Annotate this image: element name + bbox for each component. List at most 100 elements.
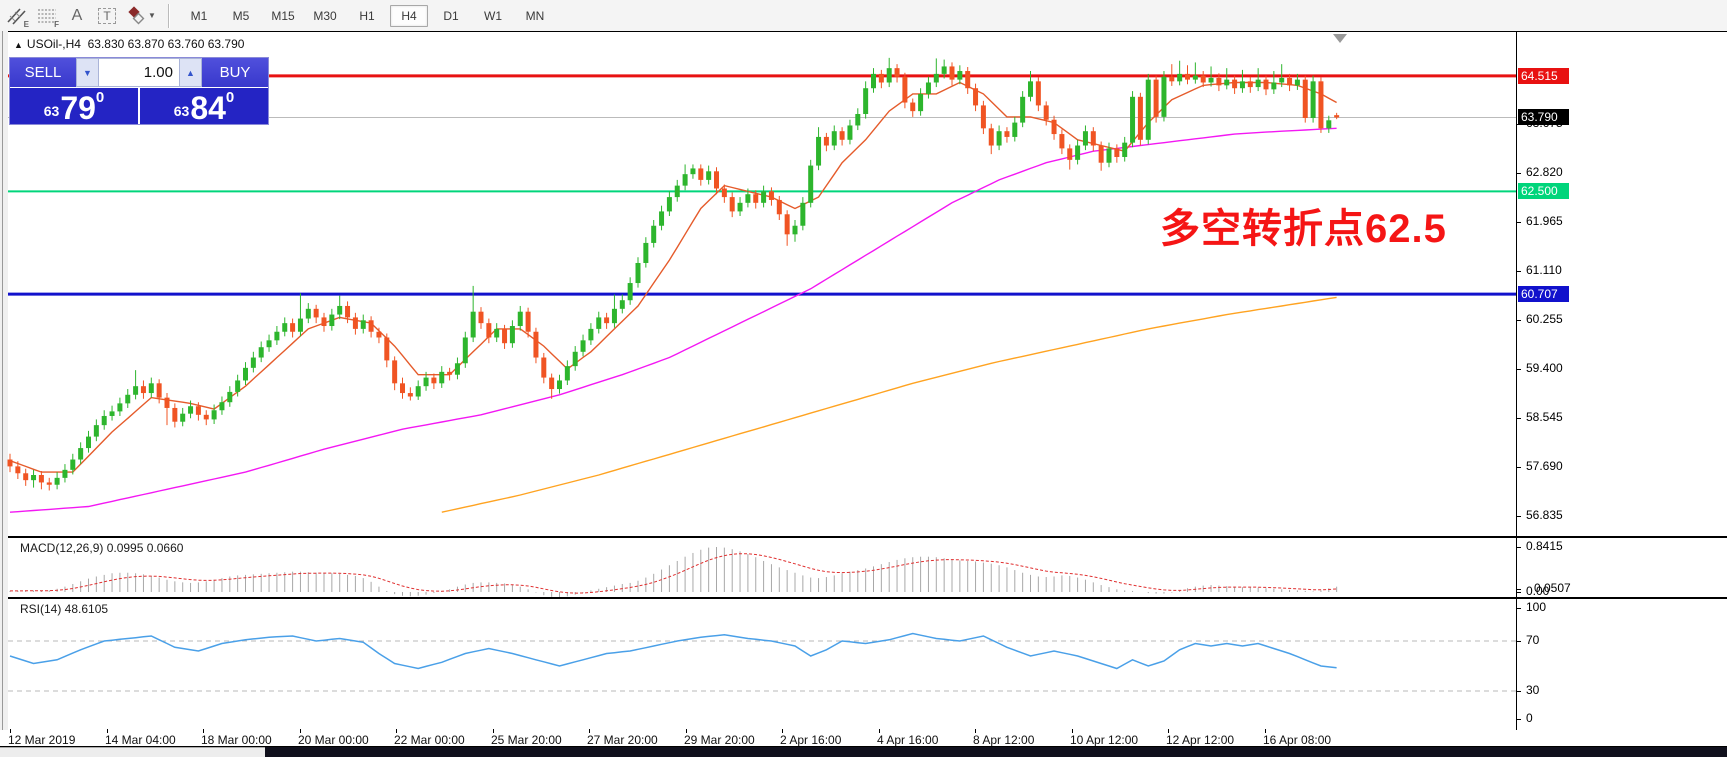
price-axis[interactable]: 63.67562.82061.96561.11060.25559.40058.5… bbox=[1516, 31, 1727, 537]
window-bottom-border bbox=[0, 746, 1727, 747]
equidistant-channel-icon[interactable]: E bbox=[4, 4, 30, 29]
buy-price-box[interactable]: 63 84 0 bbox=[140, 88, 268, 124]
scroll-to-end-marker-icon[interactable] bbox=[1333, 34, 1347, 43]
candle-up bbox=[93, 425, 99, 437]
candle-up bbox=[54, 477, 60, 485]
candle-down bbox=[345, 305, 351, 318]
candle-down bbox=[1334, 115, 1340, 118]
sell-price-box[interactable]: 63 79 0 bbox=[10, 88, 138, 124]
candle-down bbox=[784, 214, 790, 235]
macd-axis[interactable]: 0.8415 0.00 0.0507 bbox=[1516, 536, 1727, 599]
timeframe-button-m15[interactable]: M15 bbox=[271, 8, 295, 23]
price-axis-label: 61.110 bbox=[1526, 263, 1562, 277]
timeframe-button-h1[interactable]: H1 bbox=[359, 8, 375, 23]
candle-down bbox=[1067, 148, 1073, 160]
candle-up bbox=[423, 377, 429, 387]
candle-up bbox=[219, 402, 225, 411]
price-axis-label: 56.835 bbox=[1526, 508, 1563, 522]
time-axis-tick bbox=[107, 729, 108, 733]
volume-increase-button[interactable]: ▲ bbox=[179, 58, 202, 87]
time-axis-tick bbox=[1265, 729, 1266, 733]
triangle-up-icon: ▲ bbox=[14, 40, 23, 50]
timeframe-button-h4[interactable]: H4 bbox=[390, 4, 428, 27]
candle-down bbox=[902, 76, 908, 103]
timeframe-button-m1[interactable]: M1 bbox=[190, 8, 208, 23]
candle-down bbox=[478, 311, 484, 324]
candle-down bbox=[714, 171, 719, 189]
candle-down bbox=[400, 383, 405, 394]
candle-up bbox=[1012, 122, 1018, 137]
candle-up bbox=[101, 415, 107, 426]
time-axis-label: 20 Mar 00:00 bbox=[298, 733, 369, 747]
candle-up bbox=[1075, 145, 1081, 160]
sell-button[interactable]: SELL bbox=[10, 58, 76, 87]
candle-up bbox=[792, 225, 798, 235]
candle-down bbox=[910, 102, 916, 112]
candle-down bbox=[502, 328, 508, 344]
timeframe-button-m5[interactable]: M5 bbox=[232, 8, 250, 23]
candle-down bbox=[1051, 119, 1057, 135]
candle-down bbox=[768, 191, 774, 200]
candle-up bbox=[1028, 81, 1033, 97]
candle-up bbox=[957, 71, 963, 80]
candle-up bbox=[886, 68, 892, 83]
ma-fast-line bbox=[9, 81, 1337, 473]
candle-down bbox=[172, 407, 178, 422]
toolbar-separator bbox=[168, 3, 170, 28]
candle-up bbox=[70, 459, 76, 470]
candle-up bbox=[666, 197, 672, 212]
volume-input[interactable]: 1.00 bbox=[99, 58, 179, 87]
timeframe-button-mn[interactable]: MN bbox=[525, 8, 545, 23]
text-label-icon[interactable]: A bbox=[71, 6, 83, 24]
candle-down bbox=[1200, 75, 1206, 83]
time-axis-tick bbox=[589, 729, 590, 733]
candle-up bbox=[674, 185, 680, 198]
candle-up bbox=[682, 174, 688, 186]
price-axis-label: 62.820 bbox=[1526, 165, 1563, 179]
candle-down bbox=[839, 131, 845, 140]
time-axis[interactable]: 12 Mar 2019 14 Mar 04:00 18 Mar 00:00 20 Ma… bbox=[0, 729, 1727, 747]
rsi-axis[interactable]: 100 70 30 0 bbox=[1516, 597, 1727, 732]
price-axis-tick bbox=[1517, 467, 1521, 468]
timeframe-button-d1[interactable]: D1 bbox=[443, 8, 459, 23]
timeframe-button-w1[interactable]: W1 bbox=[484, 8, 502, 23]
rsi-axis-tick bbox=[1517, 641, 1521, 642]
price-axis-label: 59.400 bbox=[1526, 361, 1563, 375]
candle-up bbox=[1192, 75, 1198, 80]
candle-up bbox=[258, 347, 264, 358]
candle-up bbox=[1130, 96, 1136, 143]
candle-up bbox=[745, 194, 751, 203]
fibonacci-grid-icon[interactable]: F bbox=[34, 4, 60, 29]
candle-up bbox=[871, 73, 876, 89]
candle-up bbox=[831, 131, 837, 146]
shapes-icon[interactable]: ▼ bbox=[124, 4, 158, 28]
buy-price-big: 84 bbox=[190, 90, 226, 126]
macd-pane[interactable]: MACD(12,26,9) 0.0995 0.0660 bbox=[8, 536, 1516, 599]
candle-down bbox=[1263, 79, 1269, 90]
time-axis-tick bbox=[493, 729, 494, 733]
candle-down bbox=[776, 199, 782, 215]
buy-button[interactable]: BUY bbox=[202, 58, 268, 87]
time-axis-tick bbox=[203, 729, 204, 733]
candle-up bbox=[1082, 131, 1088, 146]
volume-decrease-button[interactable]: ▼ bbox=[76, 58, 99, 87]
candle-up bbox=[1239, 81, 1245, 89]
icon-sub-label: E bbox=[23, 19, 29, 29]
time-axis-label: 18 Mar 00:00 bbox=[201, 733, 272, 747]
candle-down bbox=[525, 311, 531, 332]
time-axis-label: 16 Apr 08:00 bbox=[1263, 733, 1332, 747]
candle-up bbox=[1106, 148, 1112, 163]
toolbar: E F A T ▼ M1 M5 M15 M30 H1 H4 D1 W1 MN bbox=[0, 0, 1727, 32]
time-axis-label: 25 Mar 20:00 bbox=[491, 733, 562, 747]
candle-down bbox=[38, 474, 44, 483]
chart-annotation-text[interactable]: 多空转折点62.5 bbox=[1160, 207, 1447, 251]
candle-up bbox=[329, 314, 335, 327]
candle-up bbox=[611, 308, 617, 324]
rsi-pane[interactable]: RSI(14) 48.6105 bbox=[8, 597, 1516, 732]
candle-down bbox=[486, 323, 492, 338]
candle-up bbox=[297, 318, 303, 332]
timeframe-button-m30[interactable]: M30 bbox=[313, 8, 337, 23]
ma-medium-line bbox=[9, 127, 1337, 513]
text-box-icon[interactable]: T bbox=[94, 4, 120, 28]
ma-slow-line bbox=[441, 296, 1337, 513]
